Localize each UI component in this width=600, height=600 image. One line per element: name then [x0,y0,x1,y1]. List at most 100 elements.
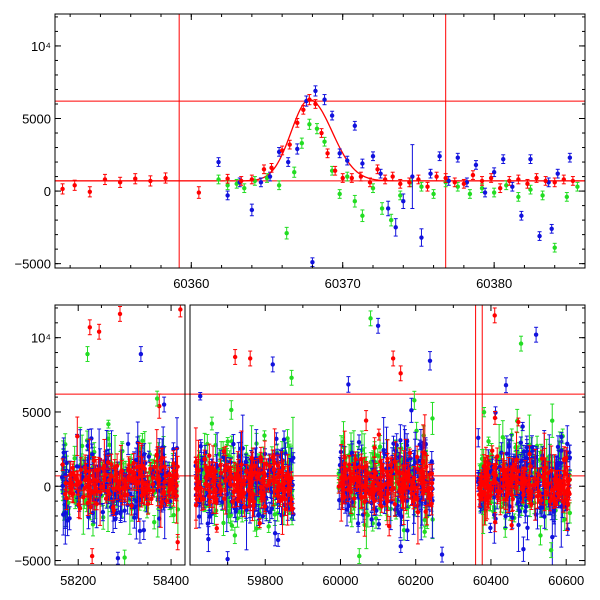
red-data-point [398,178,403,189]
red-data-point [287,139,292,150]
green-data-point-marker [140,438,145,444]
red-data-point-marker [416,177,421,182]
blue-data-point [258,177,264,188]
green-data-point-marker [345,174,350,179]
blue-data-point-marker [370,154,376,159]
green-data-point [422,526,427,538]
red-data-point [117,176,123,188]
red-data-point-marker [340,175,345,181]
blue-data-point-marker [528,156,533,162]
red-data-point [461,178,467,189]
red-data-point [332,165,338,176]
blue-data-point [125,432,131,456]
green-data-point [232,526,238,545]
blue-data-point [100,502,106,522]
red-data-point-marker [225,176,230,181]
green-data-point-marker [467,191,473,197]
green-data-point [486,436,491,446]
blue-data-point [567,152,573,163]
blue-data-point [345,155,350,166]
red-data-point [570,176,576,186]
blue-data-point-marker [519,213,524,218]
red-data-point-marker [295,120,300,126]
green-data-point [314,123,320,135]
green-data-point-marker [455,184,460,189]
blue-data-point-marker [115,556,121,561]
red-data-point [60,183,65,195]
green-data-point-marker [516,194,521,200]
blue-data-point [370,151,376,162]
red-data-point [443,173,448,183]
red-data-point-marker [332,168,338,173]
blue-data-point [141,520,147,540]
blue-data-point-marker [286,159,291,165]
green-data-point [550,403,555,438]
green-data-point-marker [377,444,383,449]
green-data-point [337,189,342,199]
blue-data-point [322,94,327,106]
blue-data-point [393,218,398,237]
red-data-point-marker [382,177,388,182]
blue-data-point-marker [378,171,383,176]
green-data-point-marker [152,519,157,525]
green-data-point [528,184,533,195]
red-data-point [375,164,380,175]
red-data-point-marker [358,174,364,179]
red-data-point-marker [507,178,512,184]
blue-data-point [428,168,433,179]
green-data-point-marker [562,517,567,522]
red-data-point-marker [279,148,285,153]
blue-data-point-marker [345,158,350,163]
red-data-point [279,145,285,156]
blue-data-point-marker [141,528,147,533]
blue-data-point [455,152,460,163]
blue-data-point-marker [337,151,342,156]
blue-data-point [132,499,138,515]
blue-data-point [146,450,152,463]
red-data-point [313,99,318,109]
green-data-point [229,400,234,420]
green-data-point-marker [486,439,491,444]
green-data-point-marker [422,529,427,535]
red-data-point-marker [390,174,395,179]
red-data-point [249,174,255,185]
red-data-point-marker [319,130,324,136]
green-data-point [152,515,157,530]
blue-data-point-marker [100,509,106,515]
green-data-point [216,174,221,185]
red-data-point-marker [287,142,292,147]
model-curve [55,98,585,182]
green-data-point-marker [360,213,365,218]
blue-data-point-marker [146,454,152,459]
red-data-point [307,94,312,106]
green-data-point-marker [106,421,111,427]
green-data-point-marker [232,533,238,538]
green-data-point [225,437,230,447]
green-data-point-marker [276,183,282,188]
green-data-point-marker [352,199,358,204]
green-data-point [242,183,247,194]
blue-data-point [352,120,358,131]
green-data-point [106,419,111,429]
red-data-point [479,176,485,186]
blue-data-point-marker [329,113,335,118]
green-data-point [262,430,267,441]
green-data-point-marker [500,435,506,440]
blue-data-point-marker [360,161,365,166]
green-data-point-marker [229,523,235,528]
red-data-point [87,186,93,198]
red-data-point-marker [570,178,576,184]
red-data-point-marker [452,180,457,185]
green-data-point-marker [550,418,555,423]
y-tick-label: 10⁴ [31,39,51,54]
green-data-point-marker [513,445,518,450]
green-data-point [431,189,436,199]
green-data-point [322,136,327,147]
green-data-point [564,192,570,202]
green-data-point-marker [337,191,342,197]
blue-data-point [225,190,230,201]
green-data-point [412,390,417,410]
red-data-point-marker [375,167,380,172]
blue-data-point-marker [549,226,554,232]
